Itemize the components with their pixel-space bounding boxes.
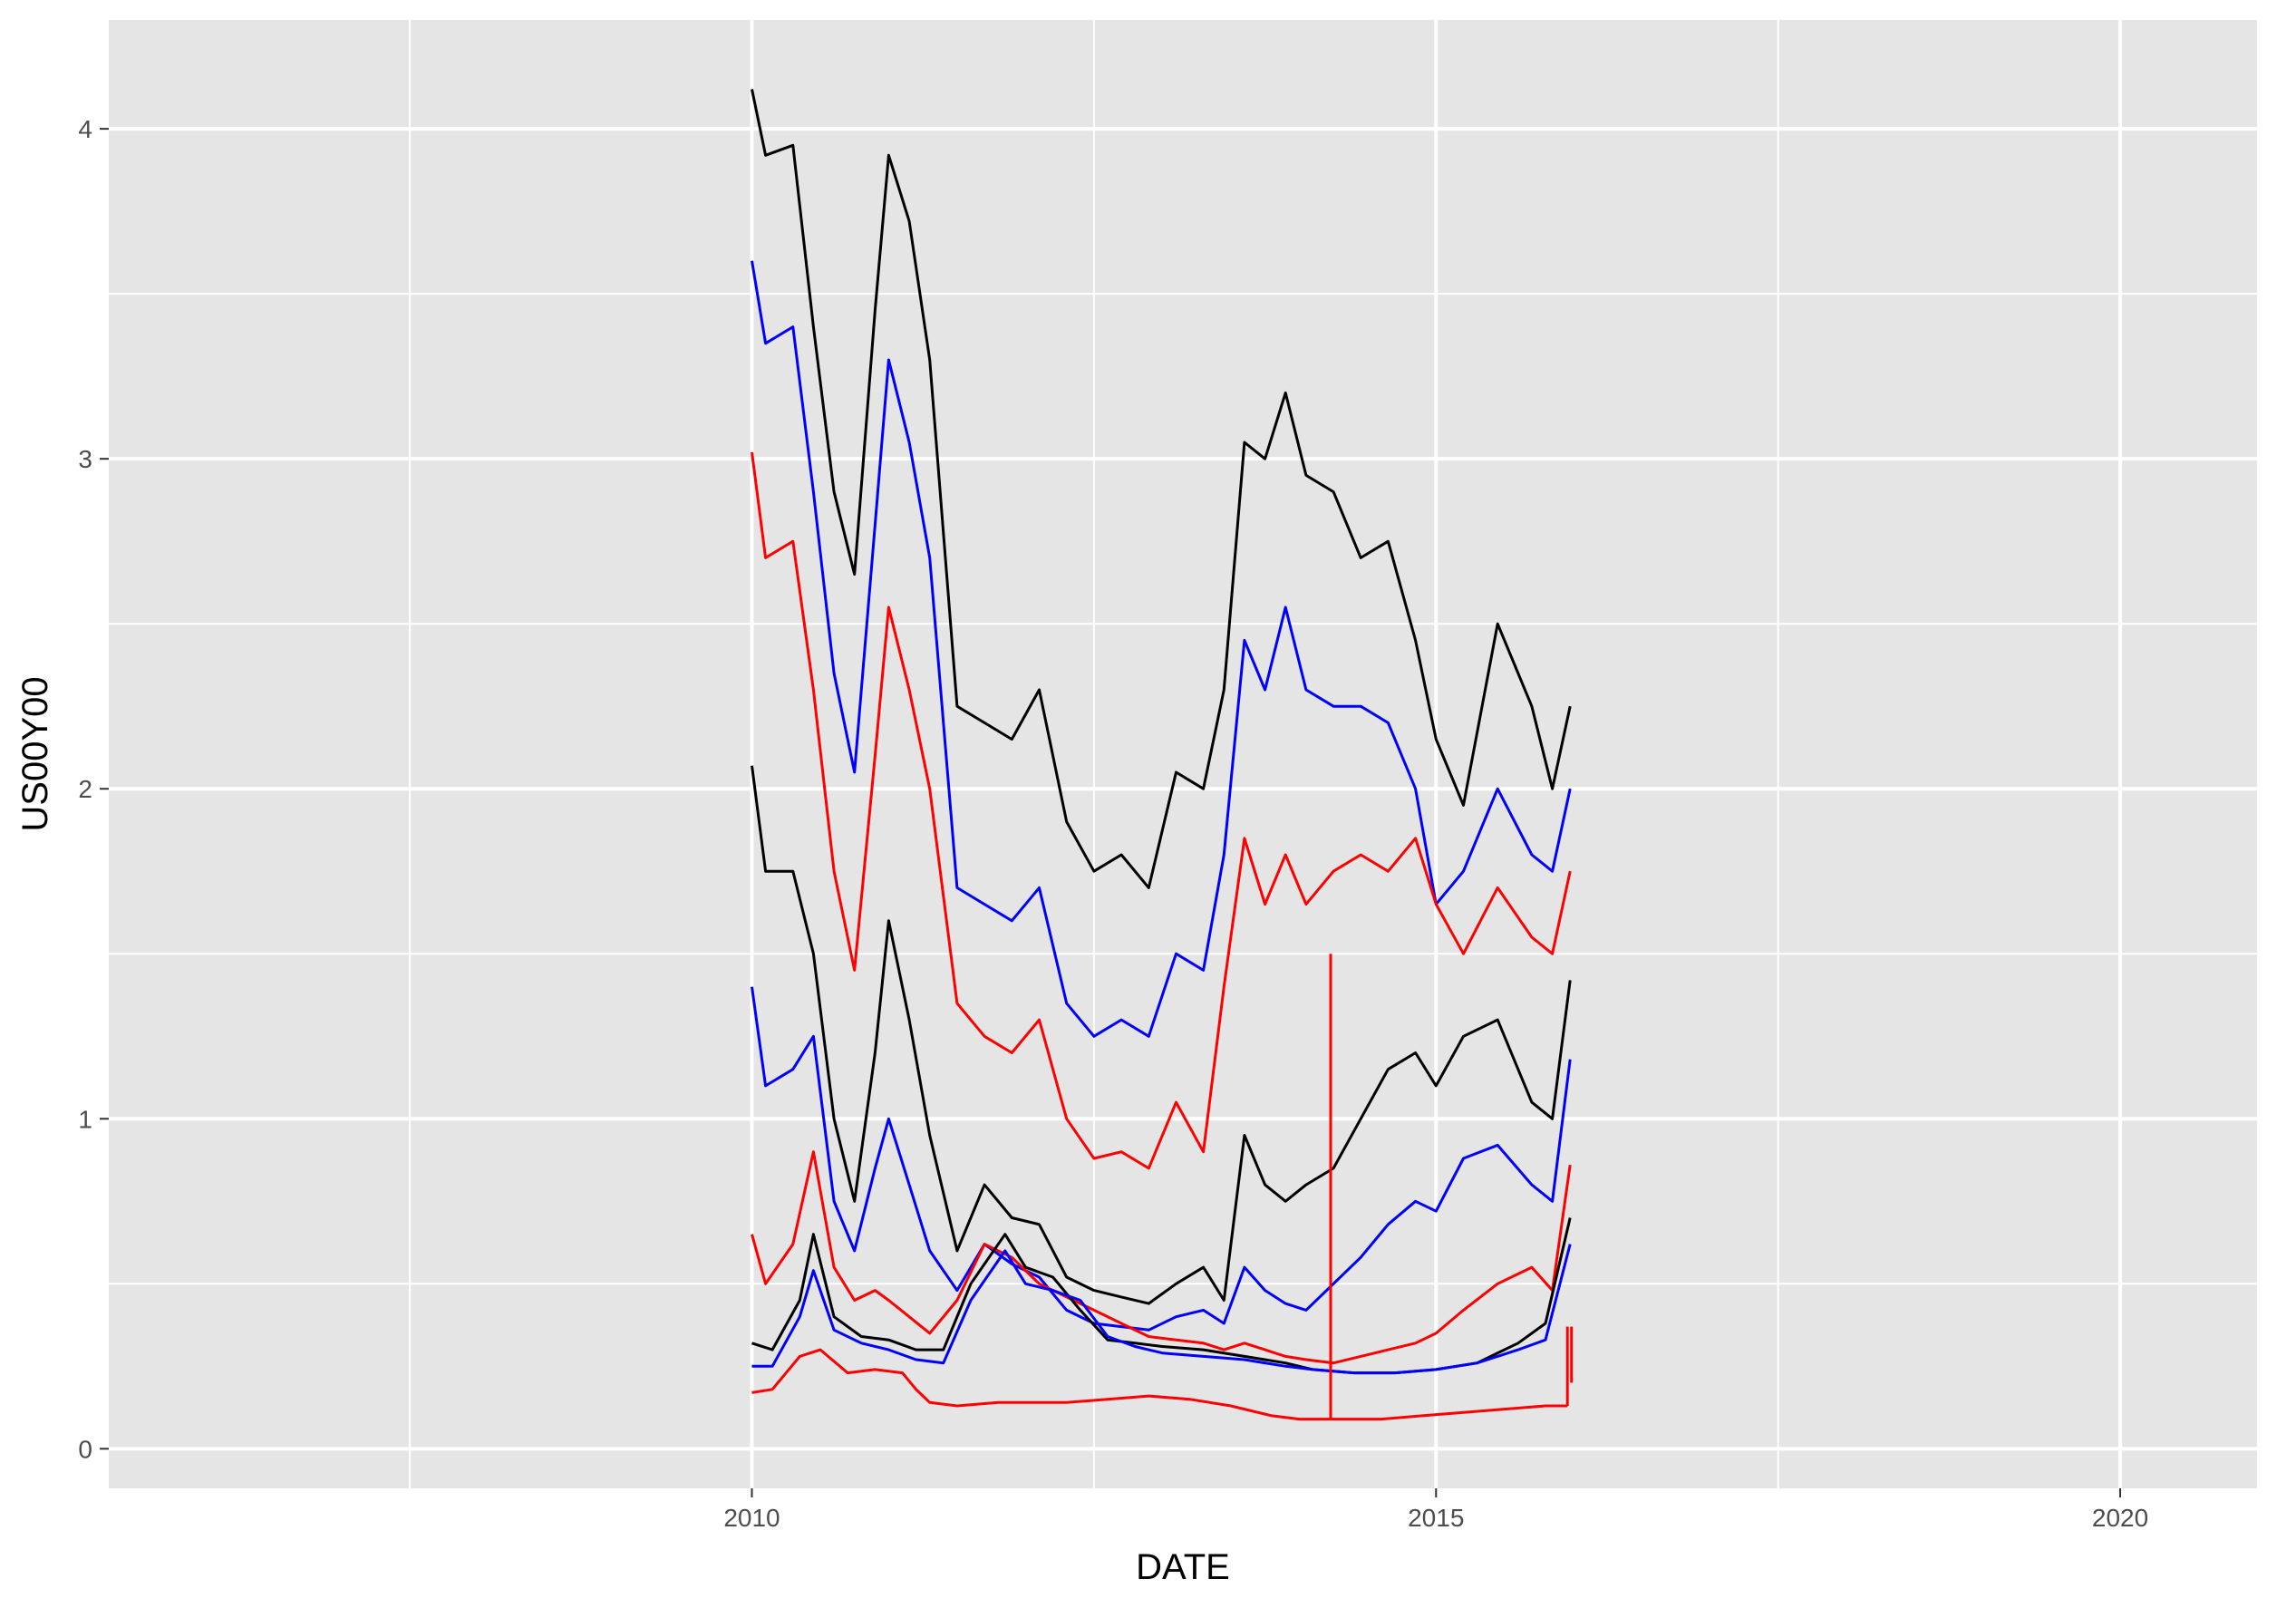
series-line-red-6 [751,1150,1572,1365]
y-tick-label: 0 [78,1435,92,1463]
series-line-black-4 [751,765,1572,1305]
x-tick-label: 2010 [723,1504,780,1532]
series-layer [751,89,1574,1421]
x-tick-label: 2015 [1408,1504,1464,1532]
y-tick-label: 2 [78,775,92,803]
series-line-blue-8 [751,1244,1572,1375]
series-line-red-3 [751,451,1572,1170]
y-axis: 0 1 2 3 4 [78,115,109,1463]
y-tick-label: 3 [78,445,92,473]
x-axis: 2010 2015 2020 [723,1488,2148,1532]
grid-lines [109,20,2257,1488]
series-line-blue-2 [751,260,1572,1038]
y-tick-label: 4 [78,115,92,143]
x-tick-label: 2020 [2092,1504,2148,1532]
series-line-black-1 [751,89,1572,889]
y-axis-title: US00Y00 [15,676,55,831]
series-line-red-9 [751,1348,1568,1421]
series-line-blue-5 [751,986,1572,1332]
y-tick-label: 1 [78,1105,92,1133]
x-axis-title: DATE [1136,1547,1230,1587]
plot-panel [109,20,2257,1488]
